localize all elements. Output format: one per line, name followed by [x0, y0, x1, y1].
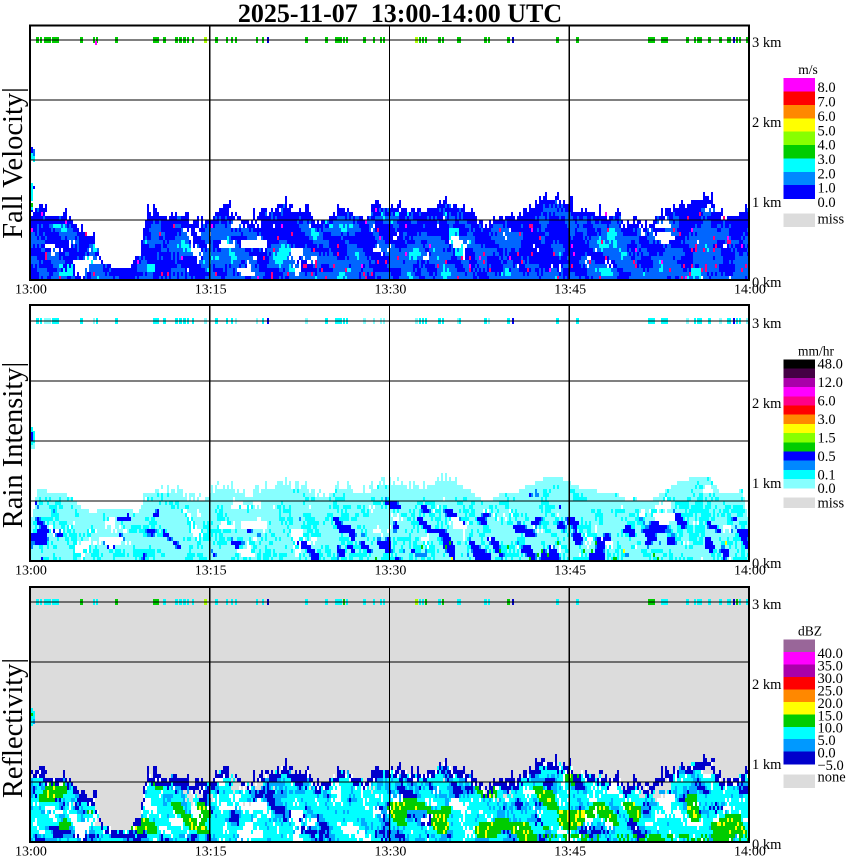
svg-text:0 km: 0 km	[752, 837, 782, 853]
svg-text:0 km: 0 km	[752, 275, 782, 291]
svg-text:13:15: 13:15	[195, 283, 227, 298]
svg-text:2 km: 2 km	[752, 677, 782, 693]
svg-text:Rain Intensity|: Rain Intensity|	[0, 362, 29, 528]
svg-text:13:30: 13:30	[375, 283, 407, 298]
svg-text:3.0: 3.0	[818, 152, 836, 168]
svg-text:15.0: 15.0	[818, 708, 843, 724]
svg-text:miss: miss	[818, 212, 845, 228]
svg-text:4.0: 4.0	[818, 138, 836, 154]
svg-text:13:30: 13:30	[375, 564, 407, 579]
svg-text:2.0: 2.0	[818, 166, 836, 182]
svg-text:3.0: 3.0	[818, 412, 836, 428]
svg-text:−5.0: −5.0	[818, 758, 844, 774]
svg-text:dBZ: dBZ	[798, 624, 822, 639]
svg-text:20.0: 20.0	[818, 696, 843, 712]
svg-text:0.0: 0.0	[818, 746, 836, 762]
svg-text:3 km: 3 km	[752, 35, 782, 51]
svg-text:none: none	[818, 770, 846, 786]
svg-text:13:45: 13:45	[554, 845, 586, 860]
svg-text:14:00: 14:00	[734, 283, 766, 298]
svg-text:13:00: 13:00	[15, 283, 47, 298]
svg-text:30.0: 30.0	[818, 671, 843, 687]
svg-text:13:45: 13:45	[554, 564, 586, 579]
svg-text:0.1: 0.1	[818, 468, 836, 484]
svg-text:12.0: 12.0	[818, 375, 843, 391]
svg-text:13:30: 13:30	[375, 845, 407, 860]
svg-text:1 km: 1 km	[752, 476, 782, 492]
svg-text:48.0: 48.0	[818, 357, 843, 373]
svg-text:6.0: 6.0	[818, 109, 836, 125]
svg-text:25.0: 25.0	[818, 683, 843, 699]
svg-text:3 km: 3 km	[752, 597, 782, 613]
svg-text:1.5: 1.5	[818, 431, 836, 447]
svg-text:Fall Velocity|: Fall Velocity|	[0, 87, 29, 239]
svg-text:2025-11-07 13:00-14:00 UTC: 2025-11-07 13:00-14:00 UTC	[238, 0, 562, 28]
svg-text:0.5: 0.5	[818, 449, 836, 465]
svg-text:5.0: 5.0	[818, 733, 836, 749]
svg-text:2 km: 2 km	[752, 396, 782, 412]
svg-text:mm/hr: mm/hr	[798, 344, 835, 359]
svg-text:14:00: 14:00	[734, 845, 766, 860]
svg-text:13:15: 13:15	[195, 564, 227, 579]
svg-text:1.0: 1.0	[818, 181, 836, 197]
svg-text:7.0: 7.0	[818, 95, 836, 111]
svg-text:1 km: 1 km	[752, 195, 782, 211]
svg-text:13:15: 13:15	[195, 845, 227, 860]
svg-text:8.0: 8.0	[818, 80, 836, 96]
svg-text:1 km: 1 km	[752, 757, 782, 773]
svg-text:14:00: 14:00	[734, 564, 766, 579]
svg-text:0 km: 0 km	[752, 556, 782, 572]
svg-text:0.0: 0.0	[818, 481, 836, 497]
svg-text:5.0: 5.0	[818, 123, 836, 139]
svg-text:10.0: 10.0	[818, 721, 843, 737]
svg-text:3 km: 3 km	[752, 316, 782, 332]
svg-text:m/s: m/s	[798, 62, 818, 77]
svg-text:Reflectivity|: Reflectivity|	[0, 658, 29, 798]
svg-text:13:00: 13:00	[15, 564, 47, 579]
svg-text:40.0: 40.0	[818, 646, 843, 662]
svg-text:13:45: 13:45	[554, 283, 586, 298]
svg-text:13:00: 13:00	[15, 845, 47, 860]
svg-text:miss: miss	[818, 496, 845, 512]
svg-text:2 km: 2 km	[752, 115, 782, 131]
svg-text:0.0: 0.0	[818, 195, 836, 211]
svg-text:6.0: 6.0	[818, 394, 836, 410]
svg-text:35.0: 35.0	[818, 659, 843, 675]
